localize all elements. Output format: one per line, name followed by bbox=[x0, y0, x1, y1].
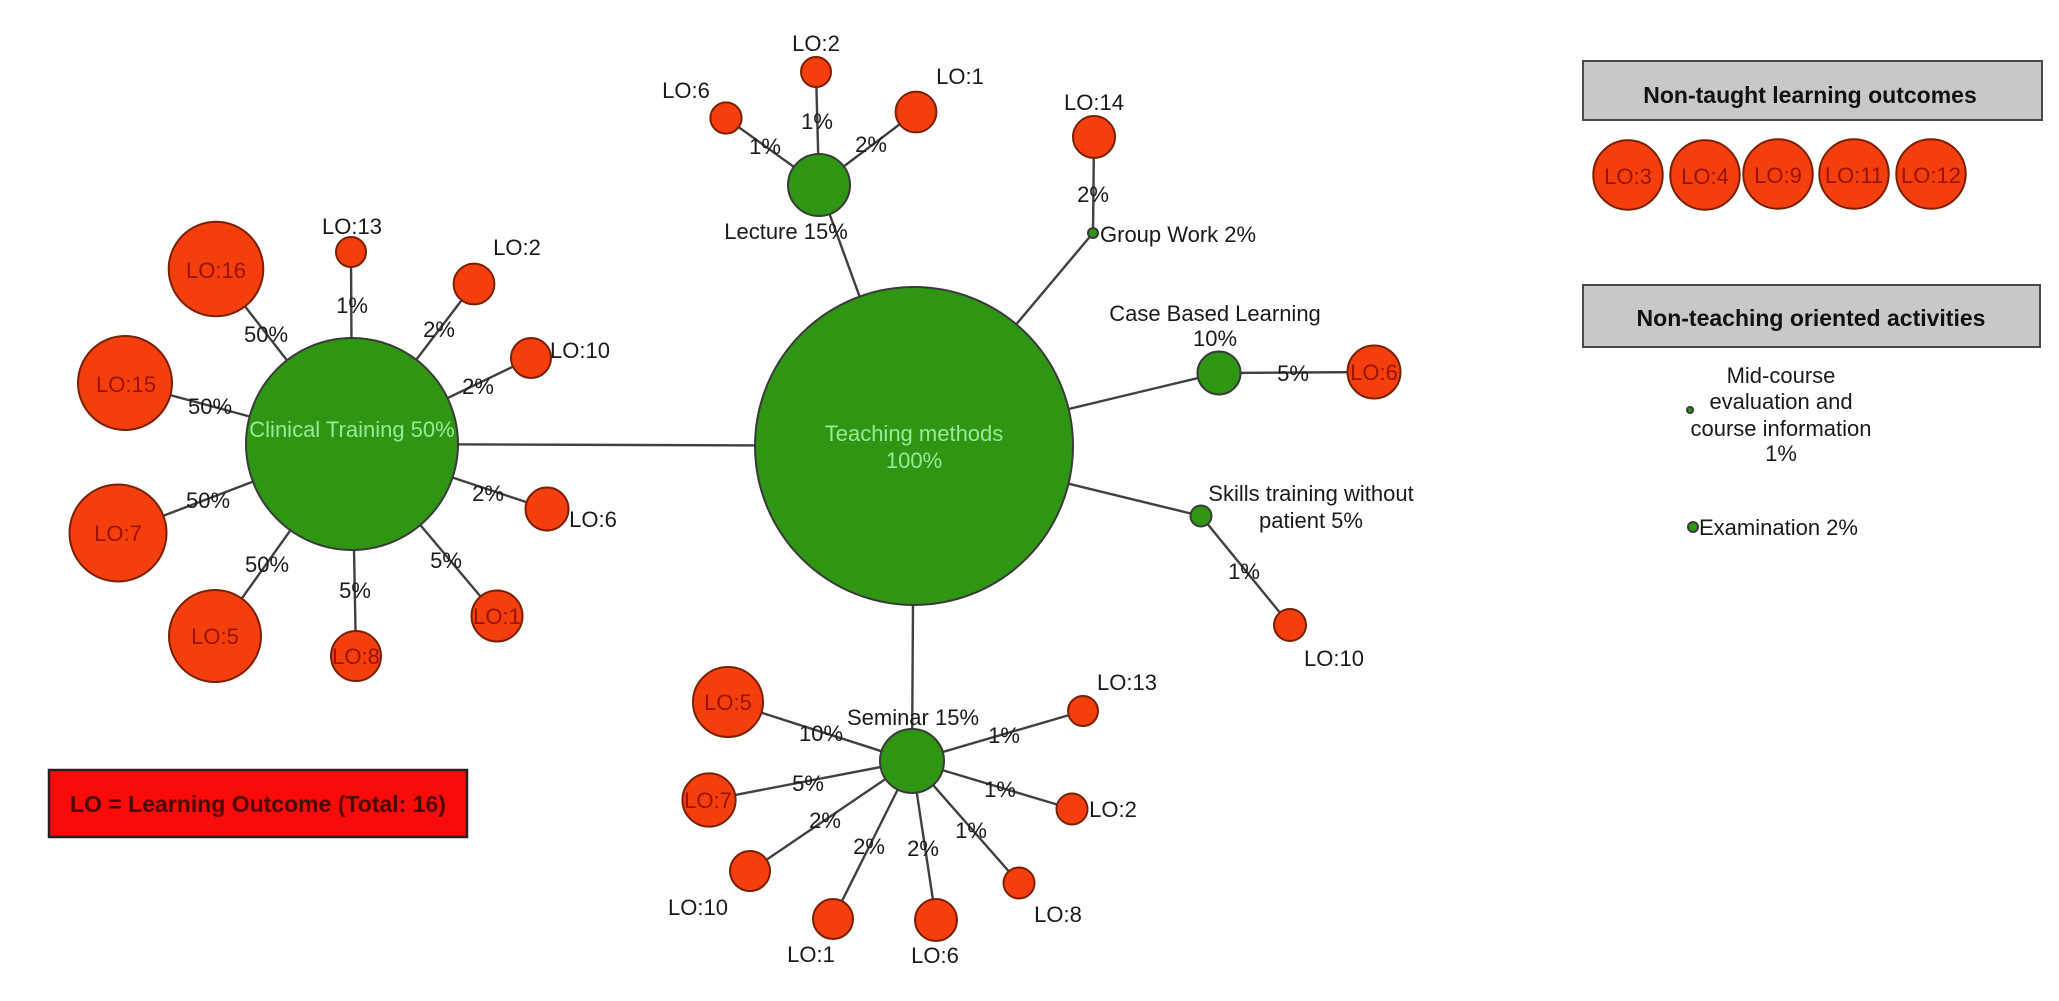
svg-text:LO:10: LO:10 bbox=[550, 338, 610, 363]
svg-text:LO = Learning Outcome (Total:: LO = Learning Outcome (Total: 16) bbox=[70, 791, 446, 817]
svg-text:LO:5: LO:5 bbox=[704, 690, 752, 715]
svg-text:50%: 50% bbox=[186, 488, 230, 513]
svg-text:LO:6: LO:6 bbox=[911, 943, 959, 968]
svg-text:2%: 2% bbox=[462, 374, 494, 399]
svg-text:LO:2: LO:2 bbox=[493, 235, 541, 260]
svg-text:Case Based Learning: Case Based Learning bbox=[1109, 301, 1321, 326]
svg-text:LO:7: LO:7 bbox=[94, 521, 142, 546]
svg-text:LO:5: LO:5 bbox=[191, 624, 239, 649]
svg-text:50%: 50% bbox=[244, 322, 288, 347]
svg-text:LO:13: LO:13 bbox=[1097, 670, 1157, 695]
svg-text:2%: 2% bbox=[907, 836, 939, 861]
svg-text:2%: 2% bbox=[1077, 182, 1109, 207]
svg-text:LO:12: LO:12 bbox=[1901, 163, 1961, 188]
svg-text:LO:11: LO:11 bbox=[1825, 163, 1883, 188]
svg-text:Teaching methods: Teaching methods bbox=[825, 421, 1004, 446]
svg-text:LO:1: LO:1 bbox=[473, 604, 521, 629]
svg-text:50%: 50% bbox=[245, 552, 289, 577]
svg-text:1%: 1% bbox=[336, 293, 368, 318]
svg-text:5%: 5% bbox=[1277, 361, 1309, 386]
svg-text:50%: 50% bbox=[188, 394, 232, 419]
svg-text:LO:9: LO:9 bbox=[1754, 163, 1802, 188]
svg-text:5%: 5% bbox=[792, 771, 824, 796]
svg-text:2%: 2% bbox=[472, 481, 504, 506]
svg-text:Skills training without: Skills training without bbox=[1208, 481, 1413, 506]
svg-text:5%: 5% bbox=[430, 548, 462, 573]
svg-text:patient 5%: patient 5% bbox=[1259, 508, 1363, 533]
svg-text:Seminar 15%: Seminar 15% bbox=[847, 705, 979, 730]
svg-text:LO:2: LO:2 bbox=[792, 31, 840, 56]
svg-text:2%: 2% bbox=[855, 132, 887, 157]
svg-text:1%: 1% bbox=[988, 723, 1020, 748]
svg-text:2%: 2% bbox=[423, 317, 455, 342]
svg-text:LO:6: LO:6 bbox=[662, 78, 710, 103]
svg-text:LO:3: LO:3 bbox=[1604, 164, 1652, 189]
svg-text:Examination 2%: Examination 2% bbox=[1699, 515, 1858, 540]
svg-text:LO:4: LO:4 bbox=[1681, 164, 1729, 189]
svg-text:10%: 10% bbox=[1193, 326, 1237, 351]
svg-text:LO:15: LO:15 bbox=[96, 372, 156, 397]
svg-text:evaluation and: evaluation and bbox=[1709, 389, 1852, 414]
svg-text:LO:1: LO:1 bbox=[787, 942, 835, 967]
svg-text:1%: 1% bbox=[955, 818, 987, 843]
svg-text:LO:7: LO:7 bbox=[684, 788, 732, 813]
svg-text:LO:2: LO:2 bbox=[1089, 797, 1137, 822]
svg-text:LO:14: LO:14 bbox=[1064, 90, 1124, 115]
svg-text:LO:16: LO:16 bbox=[186, 258, 246, 283]
svg-text:100%: 100% bbox=[886, 448, 942, 473]
svg-text:10%: 10% bbox=[799, 721, 843, 746]
svg-text:1%: 1% bbox=[1228, 559, 1260, 584]
svg-text:LO:8: LO:8 bbox=[1034, 902, 1082, 927]
svg-text:1%: 1% bbox=[1765, 441, 1797, 466]
svg-text:LO:10: LO:10 bbox=[668, 895, 728, 920]
svg-text:2%: 2% bbox=[853, 834, 885, 859]
svg-text:Lecture 15%: Lecture 15% bbox=[724, 219, 848, 244]
svg-text:1%: 1% bbox=[749, 134, 781, 159]
svg-text:LO:8: LO:8 bbox=[332, 644, 380, 669]
svg-text:1%: 1% bbox=[984, 777, 1016, 802]
svg-text:LO:1: LO:1 bbox=[936, 64, 984, 89]
svg-text:LO:6: LO:6 bbox=[1350, 360, 1398, 385]
svg-text:Non-teaching oriented activiti: Non-teaching oriented activities bbox=[1637, 305, 1986, 331]
svg-text:LO:10: LO:10 bbox=[1304, 646, 1364, 671]
svg-text:5%: 5% bbox=[339, 578, 371, 603]
svg-text:LO:13: LO:13 bbox=[322, 214, 382, 239]
svg-text:LO:6: LO:6 bbox=[569, 507, 617, 532]
svg-text:1%: 1% bbox=[801, 109, 833, 134]
svg-text:Mid-course: Mid-course bbox=[1727, 363, 1836, 388]
svg-text:course information: course information bbox=[1691, 416, 1872, 441]
svg-text:2%: 2% bbox=[809, 808, 841, 833]
svg-text:Clinical Training 50%: Clinical Training 50% bbox=[249, 417, 454, 442]
svg-text:Group Work 2%: Group Work 2% bbox=[1100, 222, 1256, 247]
svg-text:Non-taught learning outcomes: Non-taught learning outcomes bbox=[1643, 82, 1977, 108]
